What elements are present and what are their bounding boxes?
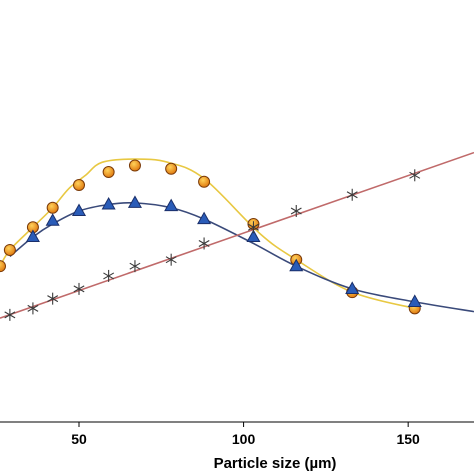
data-point-triangle — [289, 258, 304, 272]
x-ticks: 50 100 150 — [71, 422, 420, 447]
data-point-triangle — [101, 196, 116, 210]
data-point-asterisk — [409, 169, 421, 182]
data-point-circle — [165, 162, 178, 175]
data-point-asterisk — [103, 269, 115, 282]
data-point-asterisk — [198, 237, 210, 250]
data-point-triangle — [407, 294, 422, 307]
data-point-asterisk — [4, 308, 16, 321]
x-tick-label: 150 — [396, 431, 420, 447]
data-point-circle — [102, 166, 115, 179]
data-point-asterisk — [27, 302, 39, 315]
data-point-asterisk — [165, 253, 177, 266]
x-axis-label: Particle size (µm) — [214, 455, 337, 472]
data-point-circle — [0, 260, 6, 273]
data-point-asterisk — [290, 205, 302, 217]
data-point-triangle — [164, 198, 179, 212]
data-point-triangle — [345, 281, 360, 294]
series-layer — [0, 151, 474, 321]
x-tick-label: 50 — [71, 431, 87, 447]
data-point-triangle — [127, 195, 142, 208]
data-point-triangle — [71, 203, 87, 217]
data-point-asterisk — [129, 260, 141, 273]
x-tick-label: 100 — [232, 431, 256, 447]
series-triangle-line — [9, 201, 474, 313]
data-point-asterisk — [73, 282, 85, 295]
data-point-triangle — [45, 213, 60, 226]
series-markers — [0, 159, 422, 321]
data-point-circle — [3, 243, 16, 256]
data-point-circle — [198, 175, 211, 188]
data-point-circle — [128, 159, 141, 172]
data-point-circle — [73, 179, 85, 192]
series-asterisk-line — [0, 151, 474, 319]
data-point-circle — [46, 201, 59, 214]
data-point-asterisk — [346, 188, 358, 201]
series-lines — [0, 151, 474, 319]
data-point-asterisk — [47, 292, 59, 305]
data-point-asterisk — [247, 221, 259, 234]
data-point-triangle — [197, 211, 212, 225]
data-point-triangle — [25, 229, 40, 243]
data-point-triangle — [246, 229, 261, 243]
